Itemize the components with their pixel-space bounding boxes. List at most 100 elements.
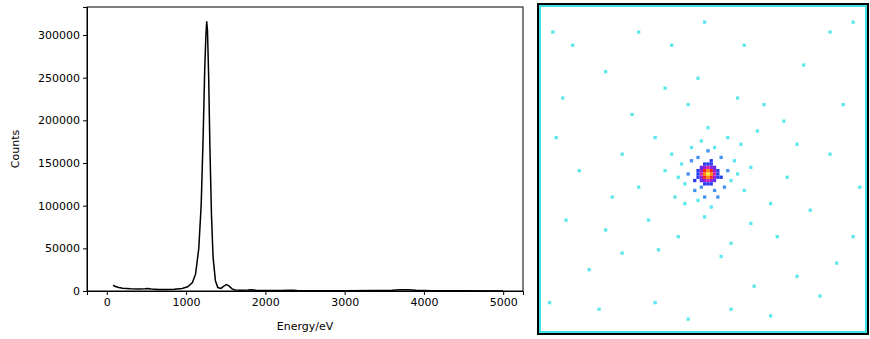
image-cell bbox=[696, 172, 699, 175]
image-cell bbox=[578, 169, 581, 172]
image-cell bbox=[654, 136, 657, 139]
tick-mark bbox=[83, 120, 87, 121]
image-cell bbox=[571, 44, 574, 47]
image-cell bbox=[842, 103, 845, 106]
tick-mark bbox=[83, 163, 87, 164]
image-cell bbox=[670, 153, 673, 156]
image-cell bbox=[637, 186, 640, 189]
tick: 1000 bbox=[173, 291, 201, 309]
image-cell bbox=[706, 176, 709, 179]
image-cell bbox=[703, 166, 706, 169]
image-cell bbox=[828, 30, 831, 33]
image-cell bbox=[696, 77, 699, 80]
image-cell bbox=[858, 186, 861, 189]
image-cell bbox=[561, 96, 564, 99]
image-cell bbox=[700, 139, 703, 142]
image-cell bbox=[564, 219, 567, 222]
image-cell bbox=[720, 176, 723, 179]
image-cell bbox=[739, 143, 742, 146]
image-cell bbox=[729, 308, 732, 311]
image-edge bbox=[540, 6, 866, 332]
tick: 0 bbox=[104, 291, 111, 309]
image-cell bbox=[703, 215, 706, 218]
image-cell bbox=[795, 275, 798, 278]
image-cell bbox=[657, 248, 660, 251]
image-cell bbox=[630, 113, 633, 116]
figure: 0100020003000400050000500001000001500002… bbox=[0, 0, 870, 339]
image-cell bbox=[673, 195, 676, 198]
image-cell bbox=[713, 189, 716, 192]
image-cell bbox=[835, 261, 838, 264]
image-cell bbox=[703, 21, 706, 24]
image-cell bbox=[716, 176, 719, 179]
axis-line bbox=[88, 292, 524, 296]
image-cell bbox=[703, 182, 706, 185]
image-cell bbox=[710, 182, 713, 185]
image-cell bbox=[604, 228, 607, 231]
image-cell bbox=[611, 195, 614, 198]
tick-label: 4000 bbox=[410, 296, 438, 309]
tick-label: 250000 bbox=[38, 72, 80, 85]
image-cell bbox=[710, 205, 713, 208]
image-cell bbox=[700, 172, 703, 175]
image-cell bbox=[743, 44, 746, 47]
image-cell bbox=[700, 169, 703, 172]
image-cell bbox=[700, 166, 703, 169]
image-cell bbox=[696, 156, 699, 159]
tick: 100000 bbox=[38, 200, 87, 213]
image-cell bbox=[548, 301, 551, 304]
spectrum-line bbox=[113, 21, 503, 291]
image-cell bbox=[687, 103, 690, 106]
image-cell bbox=[720, 156, 723, 159]
image-cell bbox=[687, 172, 690, 175]
tick-label: 1000 bbox=[173, 296, 201, 309]
image-cell bbox=[733, 159, 736, 162]
tick-mark bbox=[83, 206, 87, 207]
image-cell bbox=[736, 96, 739, 99]
tick-mark bbox=[424, 291, 425, 295]
image-cell bbox=[588, 268, 591, 271]
tick: 0 bbox=[73, 285, 87, 298]
tick-label: 50000 bbox=[45, 242, 80, 255]
tick-label: 5000 bbox=[490, 296, 518, 309]
image-cells bbox=[548, 21, 861, 321]
image-cell bbox=[710, 166, 713, 169]
image-cell bbox=[703, 195, 706, 198]
image-cell bbox=[852, 21, 855, 24]
image-background bbox=[538, 4, 868, 334]
tick-label: 0 bbox=[104, 296, 111, 309]
tick-label: 0 bbox=[73, 285, 80, 298]
image-cell bbox=[726, 169, 729, 172]
image-cell bbox=[736, 172, 739, 175]
image-cell bbox=[716, 169, 719, 172]
image-cell bbox=[703, 176, 706, 179]
image-cell bbox=[729, 242, 732, 245]
tick-label: 200000 bbox=[38, 114, 80, 127]
image-cell bbox=[555, 136, 558, 139]
tick: 200000 bbox=[38, 114, 87, 127]
image-cell bbox=[621, 153, 624, 156]
image-cell bbox=[700, 179, 703, 182]
image-cell bbox=[713, 146, 716, 149]
image-cell bbox=[713, 172, 716, 175]
image-cell bbox=[700, 186, 703, 189]
image-cell bbox=[819, 294, 822, 297]
image-cell bbox=[723, 186, 726, 189]
y-axis: 050000100000150000200000250000300000 bbox=[38, 8, 88, 299]
image-cell bbox=[696, 199, 699, 202]
tick-label: 300000 bbox=[38, 29, 80, 42]
image-cell bbox=[654, 301, 657, 304]
image-cell bbox=[828, 153, 831, 156]
image-cell bbox=[551, 30, 554, 33]
y-axis-title: Counts bbox=[9, 130, 22, 169]
image-cell bbox=[713, 179, 716, 182]
image-cell bbox=[776, 235, 779, 238]
image-cell bbox=[696, 169, 699, 172]
image-cell bbox=[706, 172, 709, 175]
image-cell bbox=[663, 169, 666, 172]
tick-label: 100000 bbox=[38, 200, 80, 213]
image-cell bbox=[706, 169, 709, 172]
tick: 50000 bbox=[45, 242, 87, 255]
image-cell bbox=[703, 179, 706, 182]
tick-label: 3000 bbox=[331, 296, 359, 309]
